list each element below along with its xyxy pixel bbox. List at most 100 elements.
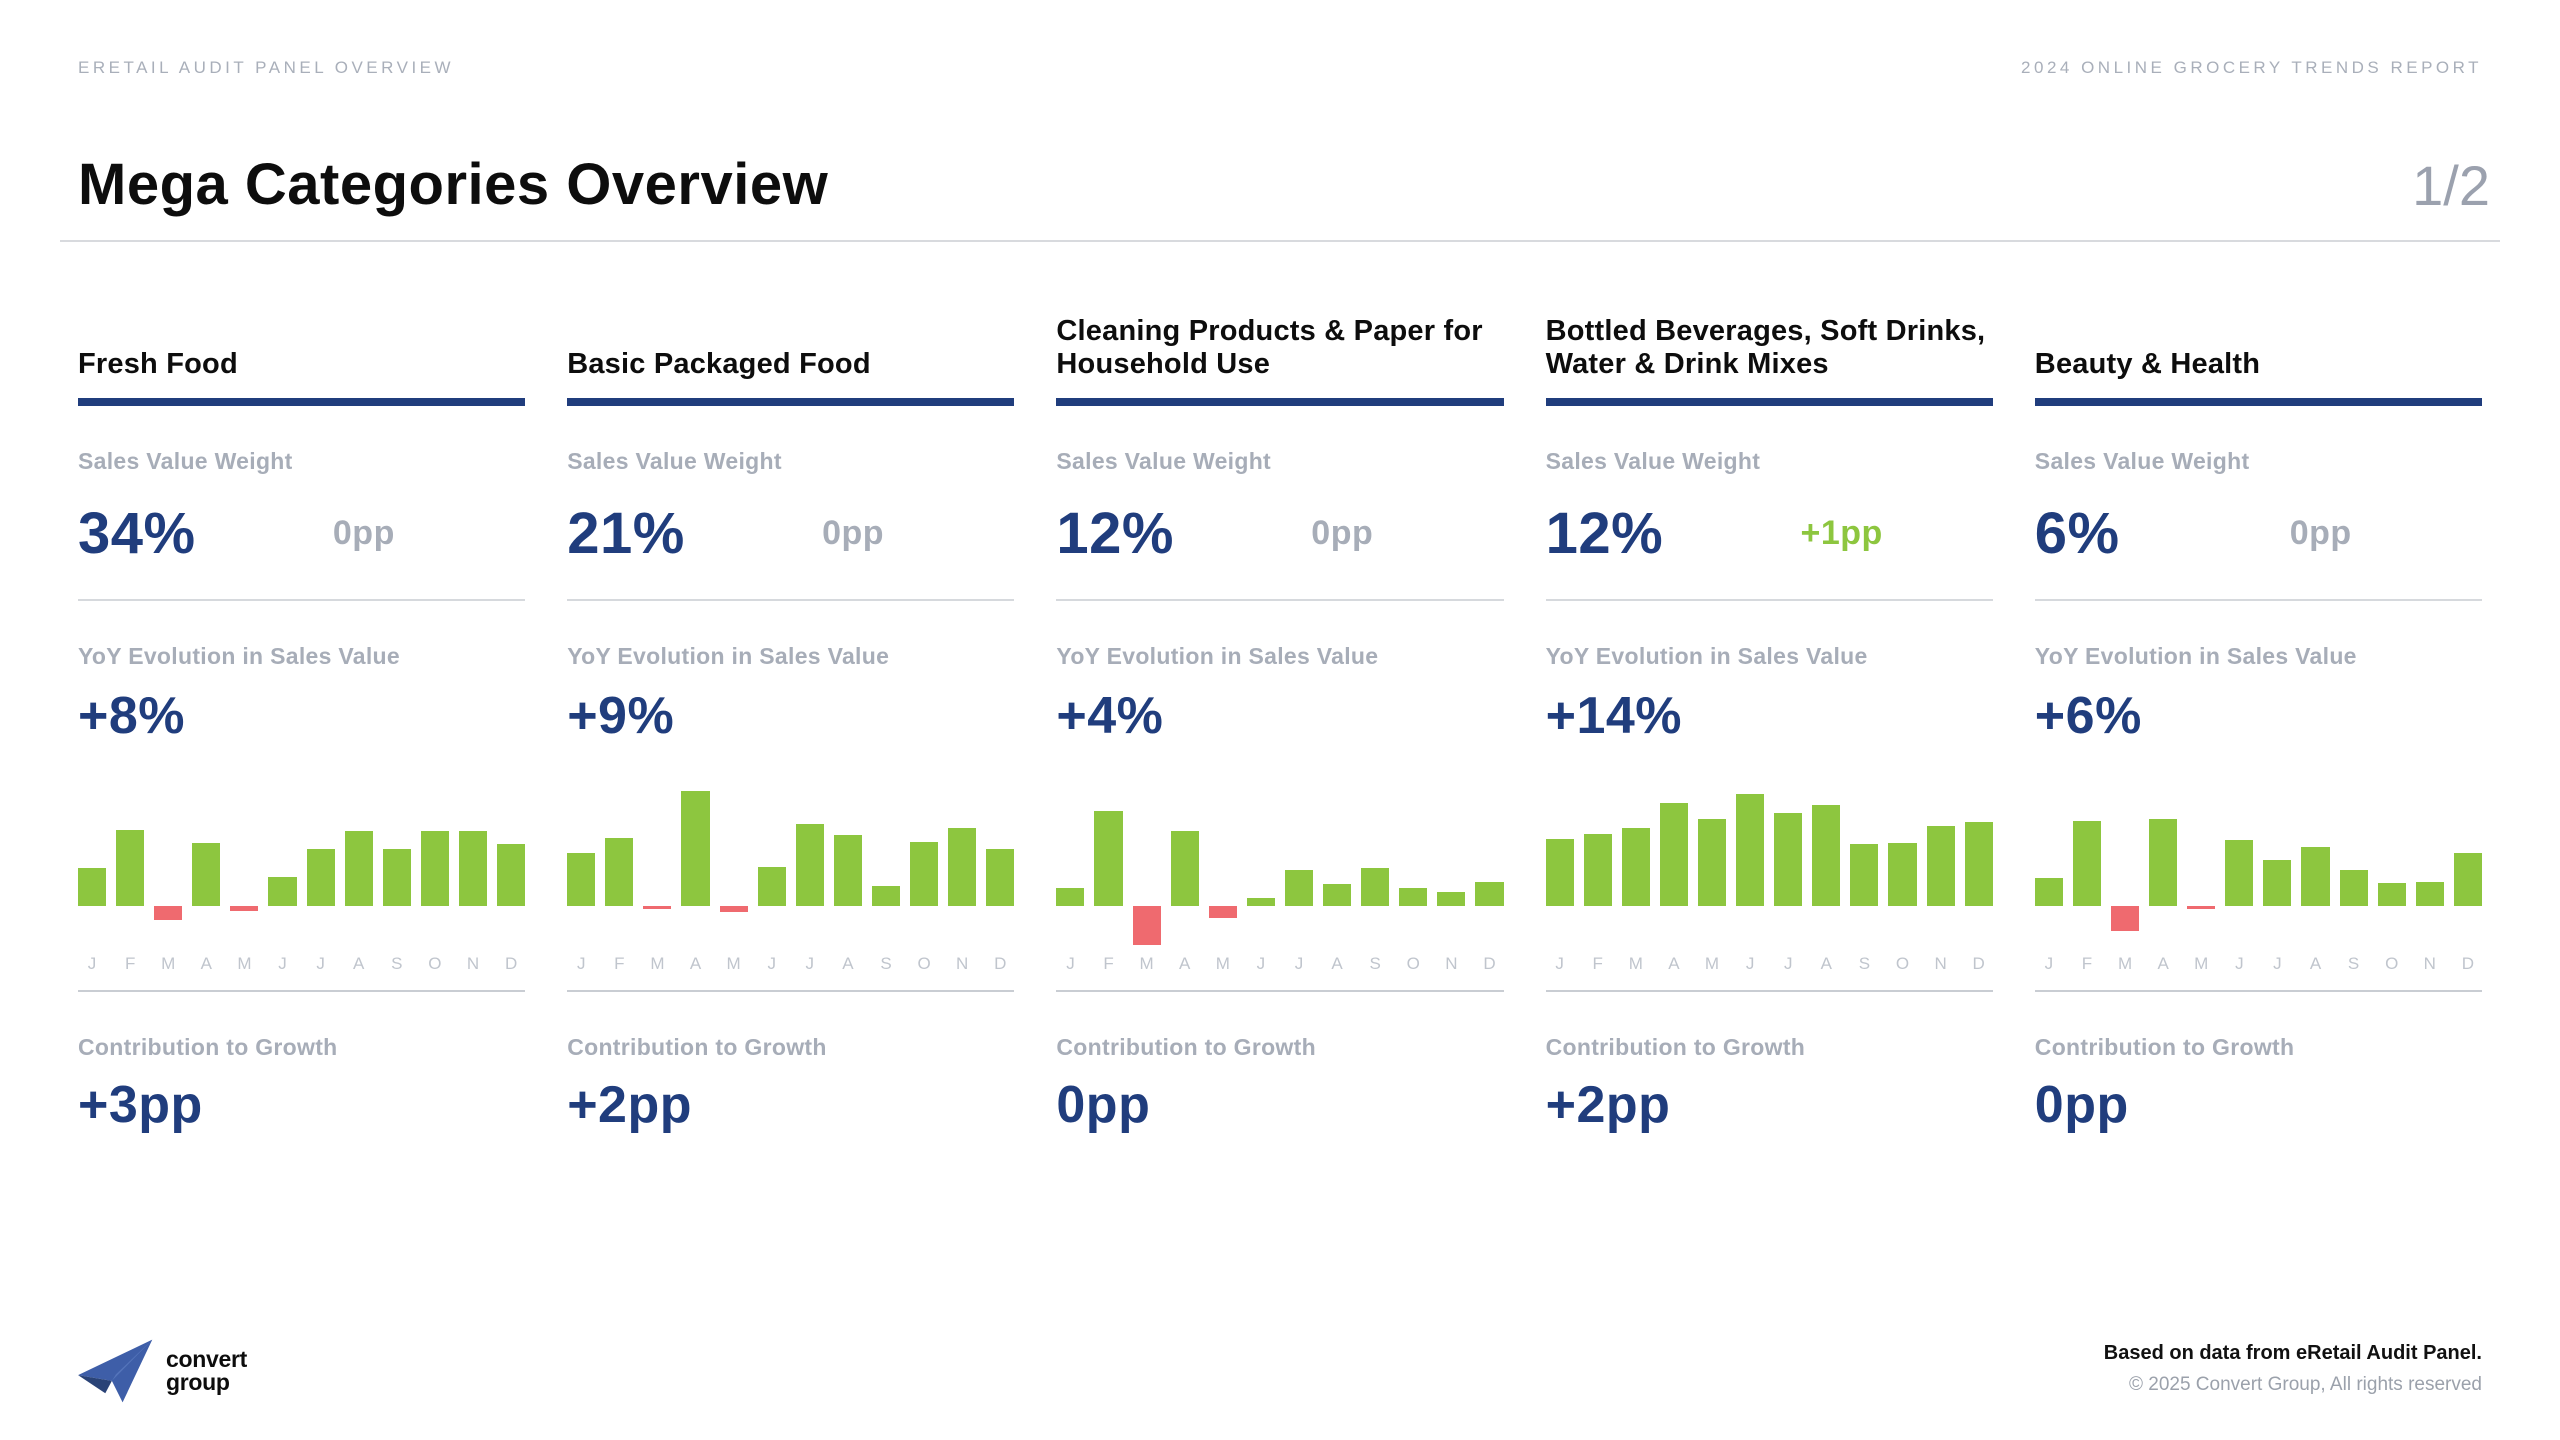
label-sales-value-weight: Sales Value Weight <box>1056 448 1272 474</box>
title-row: Mega Categories Overview 1/2 <box>60 138 2500 242</box>
chart-bar-cell <box>2110 780 2140 950</box>
chart-bar-cell <box>2377 780 2406 950</box>
chart-bar-cell <box>1094 780 1123 950</box>
chart-bar-cell <box>2301 780 2330 950</box>
chart-bar-cell <box>2339 780 2368 950</box>
yoy-value: +9% <box>567 687 675 745</box>
label-yoy: YoY Evolution in Sales Value <box>567 643 890 669</box>
month-label: M <box>1704 954 1720 973</box>
contribution-value: 0pp <box>1056 1076 1151 1134</box>
month-label: M <box>161 954 176 973</box>
chart-bar-cell <box>910 780 939 950</box>
label-contribution: Contribution to Growth <box>1545 1034 1806 1060</box>
month-label: N <box>956 954 969 973</box>
chart-bar-cell <box>154 780 183 950</box>
chart-bar-cell <box>1361 780 1390 950</box>
bar-positive <box>605 838 634 906</box>
bar-positive <box>2301 847 2330 906</box>
month-label: J <box>1256 954 1266 973</box>
chart-bar-cell <box>1246 780 1275 950</box>
bar-negative <box>2110 906 2140 932</box>
yoy-value: +8% <box>78 687 186 745</box>
chart-bar-cell <box>306 780 335 950</box>
chart-bar-cell <box>795 780 824 950</box>
month-label: M <box>2117 954 2133 973</box>
chart-bar-cell <box>2225 780 2254 950</box>
label-yoy: YoY Evolution in Sales Value <box>1545 643 1868 669</box>
divider <box>78 990 526 992</box>
header: ERETAIL AUDIT PANEL OVERVIEW 2024 ONLINE… <box>78 58 2482 78</box>
category-column-cleaning-products: Cleaning Products & Paper for Household … <box>1056 302 1504 1135</box>
weight-value: 21% <box>567 500 685 566</box>
month-label: S <box>880 954 892 973</box>
bar-positive <box>986 848 1015 906</box>
bar-positive <box>1437 892 1466 906</box>
bar-positive <box>795 824 824 906</box>
category-underline <box>1056 398 1504 406</box>
bar-positive <box>2149 818 2178 906</box>
yoy-value: +14% <box>1545 687 1683 745</box>
chart-bar-cell <box>192 780 221 950</box>
month-label: M <box>1139 954 1154 973</box>
chart-bar-cell <box>2149 780 2178 950</box>
month-label: F <box>2081 954 2093 973</box>
bar-negative <box>643 906 672 909</box>
chart-bar-cell <box>948 780 977 950</box>
weight-change: 0pp <box>822 513 885 552</box>
chart-bar-cell <box>1437 780 1466 950</box>
bar-positive <box>2225 840 2254 906</box>
bar-positive <box>1399 887 1428 906</box>
bar-positive <box>871 886 901 906</box>
bar-positive <box>2034 878 2063 906</box>
chart-bar-cell <box>2034 780 2063 950</box>
category-column-basic-packaged-food: Basic Packaged Food Sales Value Weight 2… <box>567 302 1015 1135</box>
bar-positive <box>1964 822 1993 906</box>
bar-negative <box>1132 906 1161 946</box>
bar-positive <box>1850 843 1879 906</box>
month-label: S <box>2347 954 2360 973</box>
weight-change: 0pp <box>332 513 395 552</box>
label-sales-value-weight: Sales Value Weight <box>1545 448 1761 474</box>
logo-line2: group <box>166 1369 230 1395</box>
chart-bar-cell <box>1323 780 1352 950</box>
chart-bar-cell <box>643 780 672 950</box>
bar-positive <box>910 841 939 906</box>
month-label: M <box>2194 954 2209 973</box>
page-title: Mega Categories Overview <box>78 152 829 217</box>
month-label: J <box>1783 954 1793 973</box>
bar-positive <box>1583 833 1612 906</box>
chart-bar-cell <box>420 780 449 950</box>
chart-bar-cell <box>1736 780 1765 950</box>
month-label: A <box>1179 954 1191 973</box>
month-label: N <box>1445 954 1458 973</box>
bar-positive <box>2377 883 2406 906</box>
monthly-bar-chart <box>567 780 1015 950</box>
month-label: A <box>1820 954 1832 973</box>
month-label: F <box>614 954 625 973</box>
category-underline <box>567 398 1015 406</box>
chart-bar-cell <box>497 780 526 950</box>
weight-change: +1pp <box>1800 513 1883 552</box>
divider <box>1545 990 1993 992</box>
month-label: M <box>726 954 741 973</box>
divider <box>1545 599 1993 601</box>
chart-bar-cell <box>1621 780 1650 950</box>
bar-positive <box>833 834 862 906</box>
chart-bar-cell <box>382 780 411 950</box>
bar-positive <box>1545 839 1574 906</box>
month-label: A <box>1331 954 1343 973</box>
category-column-bottled-beverages: Bottled Beverages, Soft Drinks, Water & … <box>1545 302 1993 1135</box>
weight-change: 0pp <box>2289 513 2352 552</box>
bar-positive <box>1736 794 1765 906</box>
label-contribution: Contribution to Growth <box>2034 1034 2295 1060</box>
divider <box>1056 599 1504 601</box>
month-label: O <box>428 954 442 973</box>
bar-positive <box>268 877 297 906</box>
category-title: Fresh Food <box>78 348 238 381</box>
bar-positive <box>382 848 411 906</box>
month-label: N <box>2423 954 2436 973</box>
category-title: Cleaning Products & Paper for Household … <box>1056 314 1483 381</box>
bar-positive <box>2263 860 2292 906</box>
